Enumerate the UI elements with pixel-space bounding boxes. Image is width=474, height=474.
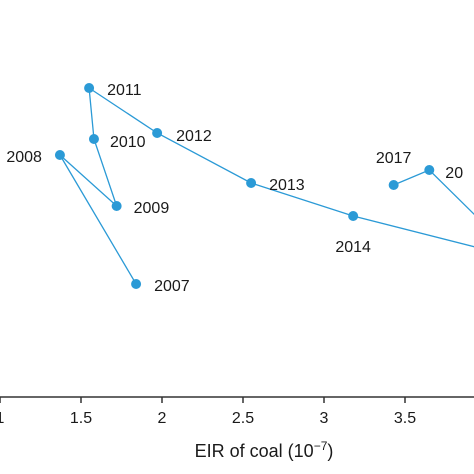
point-label-2013: 2013 <box>269 177 305 194</box>
data-point-2009 <box>111 201 122 211</box>
point-label-2017: 2017 <box>376 150 412 167</box>
point-label-2014: 2014 <box>335 239 371 256</box>
data-point-2017 <box>388 180 399 190</box>
data-point-2007 <box>131 279 142 289</box>
data-point-2014 <box>348 211 359 221</box>
data-point-2011 <box>84 83 95 93</box>
x-axis-title-close: ) <box>327 441 333 461</box>
point-label-2011: 2011 <box>107 82 142 99</box>
point-label-2009: 2009 <box>134 200 170 217</box>
x-axis-ticks: 1 1.5 2 2.5 3 3.5 <box>0 397 416 427</box>
data-point-2008 <box>54 150 65 160</box>
series-points-group <box>54 83 435 289</box>
point-label-20: 20 <box>445 165 463 182</box>
data-point-2016 <box>424 165 435 175</box>
x-tick-label: 3.5 <box>394 410 416 427</box>
series-connecting-line <box>59 86 474 285</box>
x-tick-label: 1 <box>0 410 5 427</box>
point-label-2012: 2012 <box>176 128 212 145</box>
x-tick-label: 2.5 <box>232 410 254 427</box>
series-line-group <box>59 86 474 285</box>
data-point-2012 <box>152 128 163 138</box>
point-labels-group: 2007 2008 2009 2010 2011 2012 2013 2014 2017 20 <box>6 82 463 295</box>
point-label-2007: 2007 <box>154 278 190 295</box>
x-tick-label: 1.5 <box>70 410 92 427</box>
data-point-2013 <box>246 178 257 188</box>
point-label-2010: 2010 <box>110 134 146 151</box>
data-point-2010 <box>88 134 99 144</box>
x-tick-label: 2 <box>158 410 167 427</box>
point-label-2008: 2008 <box>6 149 42 166</box>
x-axis-title: EIR of coal (10−7) <box>195 439 334 461</box>
x-axis-title-main: EIR of coal (10 <box>195 441 314 461</box>
x-tick-label: 3 <box>320 410 329 427</box>
x-axis-title-exponent: −7 <box>314 439 328 453</box>
